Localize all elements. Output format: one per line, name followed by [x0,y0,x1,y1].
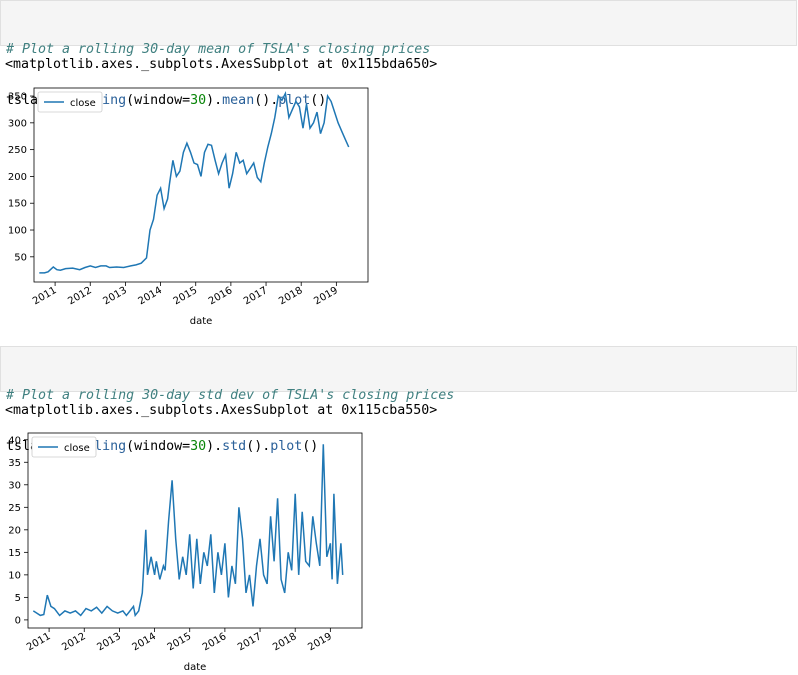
x-tick-label: 2019 [312,285,340,307]
cell-output-text-1: <matplotlib.axes._subplots.AxesSubplot a… [5,57,438,72]
code-cell-2[interactable]: # Plot a rolling 30-day std dev of TSLA'… [0,346,797,454]
rolling-std-chart: 0 5 10 15 20 25 30 35 40 2011 2012 2013 2014 2015 2016… [8,432,363,673]
x-axis-label: date [184,662,207,673]
legend-label: close [70,98,96,109]
y-tick-label: 250 [8,145,27,156]
x-tick-label: 2014 [137,285,165,307]
y-tick-label: 15 [8,548,21,559]
x-tick-label: 2015 [166,631,194,653]
y-tick-label: 100 [8,226,27,237]
x-tick-label: 2016 [207,285,235,307]
code-cell-1[interactable]: # Plot a rolling 30-day mean of TSLA's c… [0,0,797,108]
y-tick-label: 50 [14,252,27,263]
y-tick-label: 5 [15,593,21,604]
cell-output-text-2: <matplotlib.axes._subplots.AxesSubplot a… [5,403,438,418]
legend-label: close [64,443,90,454]
legend: close [37,91,103,113]
x-tick-label: 2011 [31,285,59,307]
series-line-close [32,444,344,618]
x-tick-label: 2013 [101,285,129,307]
series-line-close [39,90,350,274]
y-tick-label: 20 [8,525,21,536]
legend-box [37,91,103,113]
y-tick-label: 40 [8,435,21,446]
x-tick-label: 2018 [277,285,305,307]
legend: close [31,436,97,458]
x-tick-label: 2012 [60,631,88,653]
x-axis-label: date [190,316,213,327]
x-tick-label: 2017 [236,631,264,653]
legend-box [31,436,97,458]
y-tick-label: 10 [8,570,21,581]
x-tick-label: 2011 [25,631,53,653]
y-tick-label: 0 [15,615,21,626]
x-tick-label: 2012 [66,285,94,307]
y-tick-label: 350 [8,92,27,103]
code-comment-2: # Plot a rolling 30-day std dev of TSLA'… [6,388,455,403]
rolling-mean-chart: 50 100 150 200 250 300 350 2011 2012 2013 2014 2015… [8,87,369,327]
x-tick-label: 2013 [95,631,123,653]
x-tick-label: 2015 [172,285,200,307]
y-tick-label: 30 [8,480,21,491]
code-comment-1: # Plot a rolling 30-day mean of TSLA's c… [6,42,431,57]
plot-frame [33,87,369,283]
y-tick-label: 300 [8,118,27,129]
y-tick-label: 25 [8,503,21,514]
plot-frame [27,432,363,629]
y-tick-label: 150 [8,199,27,210]
x-tick-label: 2019 [306,631,334,653]
x-tick-label: 2017 [242,285,270,307]
y-tick-label: 35 [8,458,21,469]
x-tick-label: 2014 [131,631,159,653]
x-tick-label: 2016 [201,631,229,653]
x-tick-label: 2018 [271,631,299,653]
y-tick-label: 200 [8,172,27,183]
